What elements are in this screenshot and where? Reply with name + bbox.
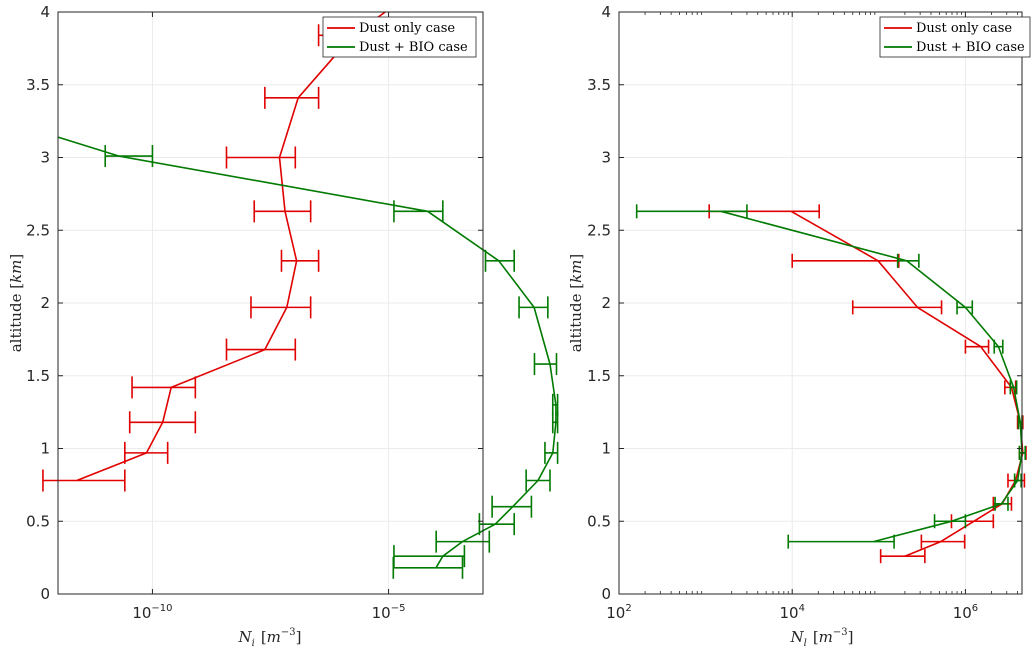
left-xlabel: Ni [m−3]: [237, 627, 301, 649]
left-legend-label-dust: Dust only case: [359, 21, 455, 36]
right-ylabel: altitude [km]: [567, 254, 585, 353]
x-tick-label: 104: [779, 603, 804, 622]
right-ticks: 0 0.5 1 1.5 2 2.5 3 3.5 4 102 104 106: [587, 3, 1022, 622]
y-tick-label: 1.5: [587, 367, 611, 385]
y-tick-label: 0.5: [26, 512, 50, 530]
x-tick-label: 102: [606, 603, 631, 622]
left-ticks: 0 0.5 1 1.5 2 2.5 3 3.5 4 10−10 10−5: [26, 3, 483, 622]
left-data: [42, 11, 559, 579]
right-legend: Dust only case Dust + BIO case: [879, 16, 1031, 58]
y-tick-label: 3.5: [26, 76, 50, 94]
y-tick-label: 2: [601, 294, 611, 312]
right-legend-label-bio: Dust + BIO case: [916, 40, 1025, 55]
y-tick-label: 2.5: [26, 221, 50, 239]
y-tick-label: 0: [601, 585, 611, 603]
y-tick-label: 3.5: [587, 76, 611, 94]
left-panel: 0 0.5 1 1.5 2 2.5 3 3.5 4 10−10 10−5 altitude [km]…: [7, 3, 559, 649]
y-tick-label: 2: [40, 294, 50, 312]
x-tick-label: 10−5: [372, 603, 406, 622]
y-tick-label: 3: [40, 149, 50, 167]
y-tick-label: 0: [40, 585, 50, 603]
right-xlabel: Nl [m−3]: [789, 627, 853, 649]
y-tick-label: 1: [40, 440, 50, 458]
x-tick-label: 106: [953, 603, 978, 622]
y-tick-label: 0.5: [587, 512, 611, 530]
left-ylabel: altitude [km]: [7, 254, 25, 353]
x-tick-label: 10−10: [132, 603, 172, 622]
left-legend: Dust only case Dust + BIO case: [322, 16, 477, 58]
y-tick-label: 3: [601, 149, 611, 167]
right-legend-box: [879, 16, 1031, 58]
y-tick-label: 4: [40, 3, 50, 21]
left-legend-label-bio: Dust + BIO case: [359, 40, 468, 55]
y-tick-label: 4: [601, 3, 611, 21]
left-legend-box: [322, 16, 477, 58]
right-panel: 0 0.5 1 1.5 2 2.5 3 3.5 4 102 104 106 altitude [km]…: [567, 3, 1031, 649]
right-legend-label-dust: Dust only case: [916, 21, 1012, 36]
series-line-dust-only: [76, 11, 386, 482]
y-tick-label: 2.5: [587, 221, 611, 239]
y-tick-label: 1.5: [26, 367, 50, 385]
y-tick-label: 1: [601, 440, 611, 458]
